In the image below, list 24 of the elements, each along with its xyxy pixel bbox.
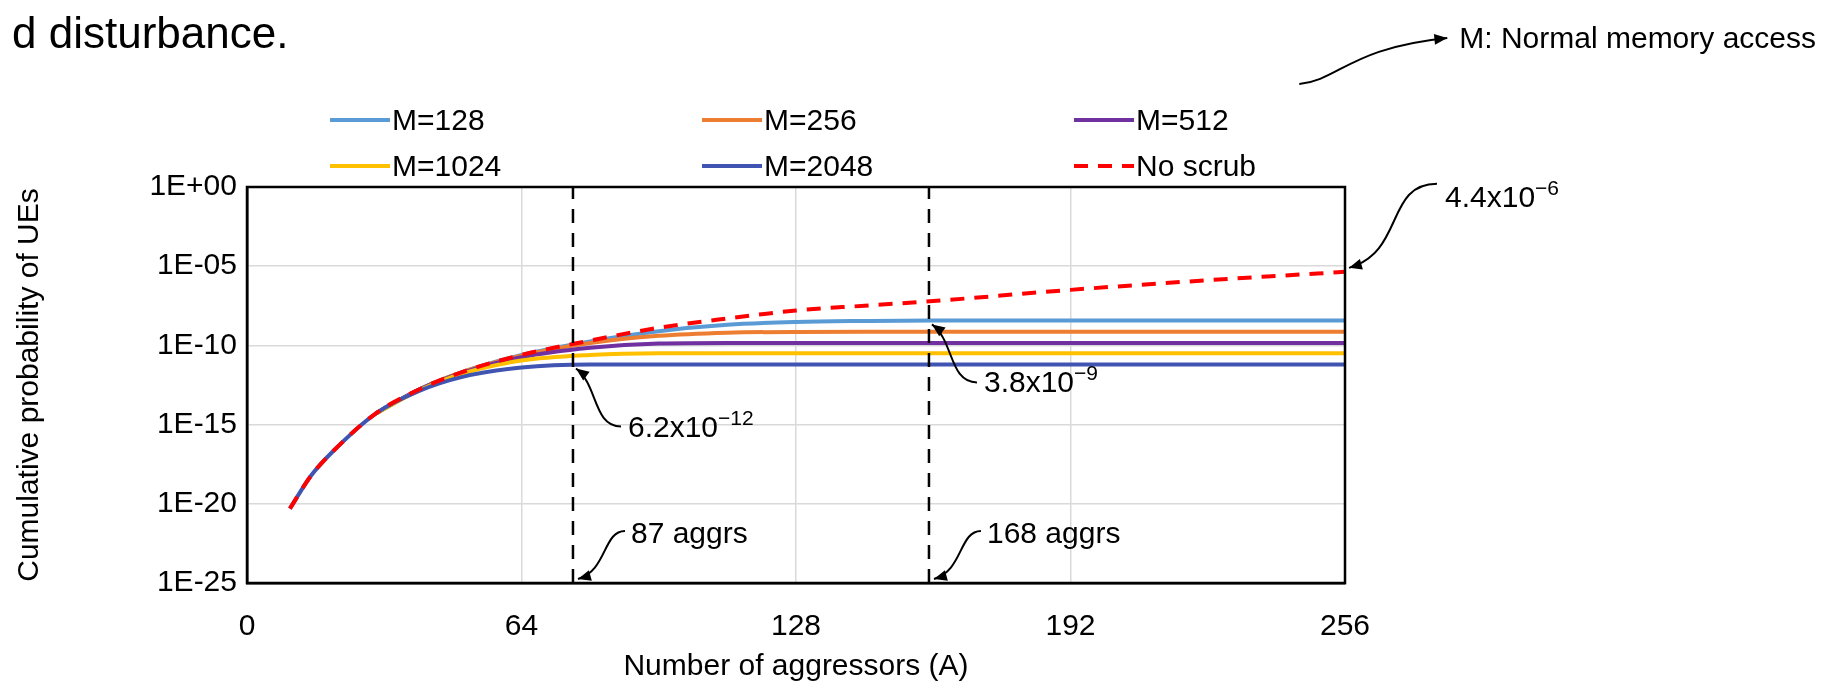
legend-label: No scrub [1136,149,1257,183]
ref-line-label: 87 aggrs [630,516,748,549]
legend-label: M=512 [1136,103,1229,137]
y-tick-label: 1E-05 [156,247,237,281]
text: d disturbance. [12,8,289,57]
x-tick-label: 128 [770,608,822,642]
y-tick-label: 1E-10 [156,326,237,360]
x-tick-label: 0 [238,608,256,642]
text: M: Normal memory access [1459,21,1816,54]
legend-label: M=256 [764,103,857,137]
x-tick-label: 64 [504,608,539,642]
legend-label: M=1024 [392,149,502,183]
legend-label: M=128 [392,103,485,137]
x-axis-title: Number of aggressors (A) [623,648,969,682]
y-tick-label: 1E-15 [156,405,237,439]
x-tick-label: 256 [1319,608,1371,642]
ref-line-label: 168 aggrs [986,516,1121,549]
legend-label: M=2048 [764,149,874,183]
x-tick-label: 192 [1045,608,1096,642]
y-tick-label: 1E-20 [156,485,237,519]
y-tick-label: 1E+00 [149,168,237,202]
line-series [287,269,1345,511]
y-tick-label: 1E-25 [156,564,237,598]
y-axis-title: Cumulative probability of UEs [11,188,45,582]
